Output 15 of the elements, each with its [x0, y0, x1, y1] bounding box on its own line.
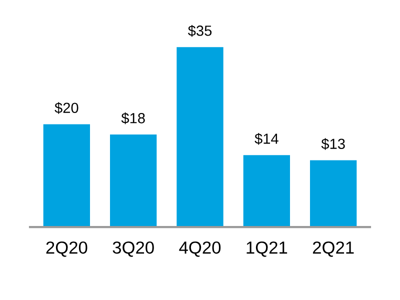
data-label: $18 — [121, 112, 145, 124]
bar — [110, 134, 157, 228]
x-tick-label: 3Q20 — [112, 241, 154, 257]
x-tick-label: 1Q21 — [246, 241, 288, 257]
bar — [176, 47, 224, 228]
data-label: $20 — [54, 102, 78, 114]
data-label: $35 — [188, 24, 212, 37]
bar — [43, 124, 90, 228]
bar — [243, 155, 290, 228]
data-label: $13 — [321, 138, 345, 150]
x-tick-label: 4Q20 — [179, 241, 221, 257]
bar — [310, 160, 357, 228]
x-tick-label: 2Q20 — [46, 241, 88, 257]
data-label: $14 — [254, 132, 278, 145]
x-tick-label: 2Q21 — [312, 241, 354, 257]
